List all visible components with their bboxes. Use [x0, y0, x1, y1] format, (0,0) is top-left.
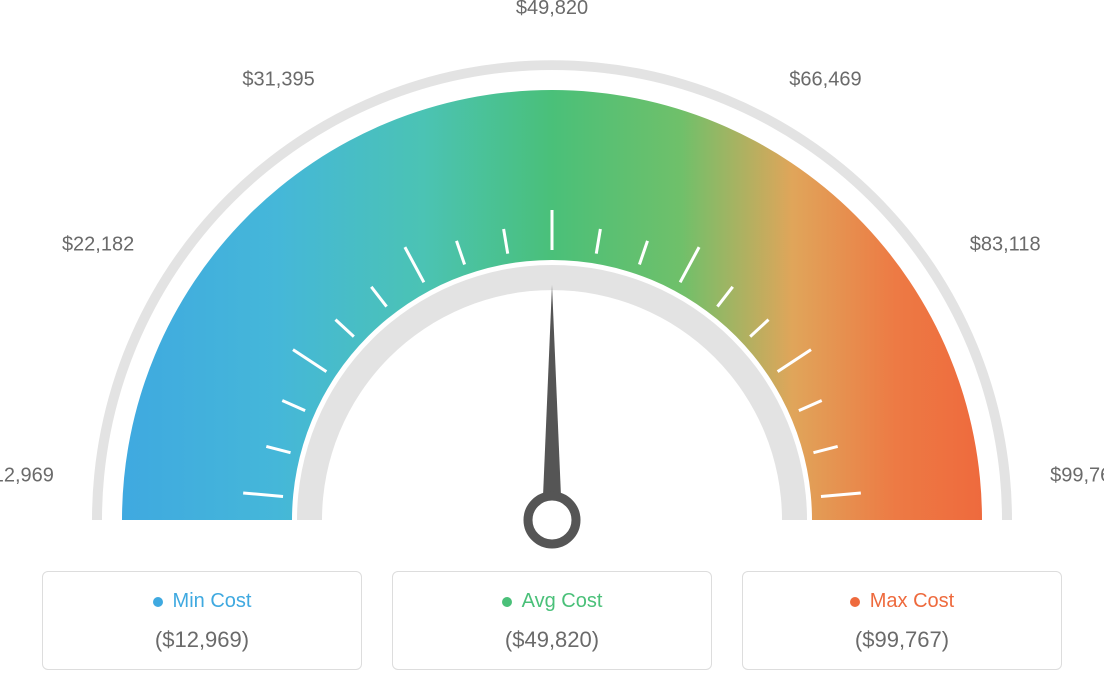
legend-title-min: Min Cost	[153, 590, 252, 613]
gauge-area: $12,969 $22,182 $31,395 $49,820 $66,469 $83,1…	[0, 0, 1104, 560]
legend-title-max: Max Cost	[850, 590, 954, 613]
scale-label: $12,969	[0, 465, 54, 488]
legend-value-min: ($12,969)	[53, 627, 351, 653]
legend-row: Min Cost ($12,969) Avg Cost ($49,820) Ma…	[0, 571, 1104, 670]
legend-value-max: ($99,767)	[753, 627, 1051, 653]
dot-icon	[850, 597, 860, 607]
legend-title-avg: Avg Cost	[502, 590, 603, 613]
legend-card-max: Max Cost ($99,767)	[742, 571, 1062, 670]
scale-label: $83,118	[970, 234, 1041, 257]
legend-title-text: Min Cost	[173, 590, 252, 613]
legend-card-avg: Avg Cost ($49,820)	[392, 571, 712, 670]
scale-label: $66,469	[789, 68, 861, 91]
scale-label: $22,182	[62, 234, 134, 257]
dot-icon	[502, 597, 512, 607]
gauge-svg	[0, 20, 1104, 580]
legend-title-text: Max Cost	[870, 590, 954, 613]
cost-gauge-chart: $12,969 $22,182 $31,395 $49,820 $66,469 $83,1…	[0, 0, 1104, 690]
legend-card-min: Min Cost ($12,969)	[42, 571, 362, 670]
legend-title-text: Avg Cost	[522, 590, 603, 613]
scale-label: $99,767	[1050, 465, 1104, 488]
dot-icon	[153, 597, 163, 607]
scale-label: $31,395	[242, 68, 314, 91]
legend-value-avg: ($49,820)	[403, 627, 701, 653]
scale-label: $49,820	[516, 0, 588, 20]
